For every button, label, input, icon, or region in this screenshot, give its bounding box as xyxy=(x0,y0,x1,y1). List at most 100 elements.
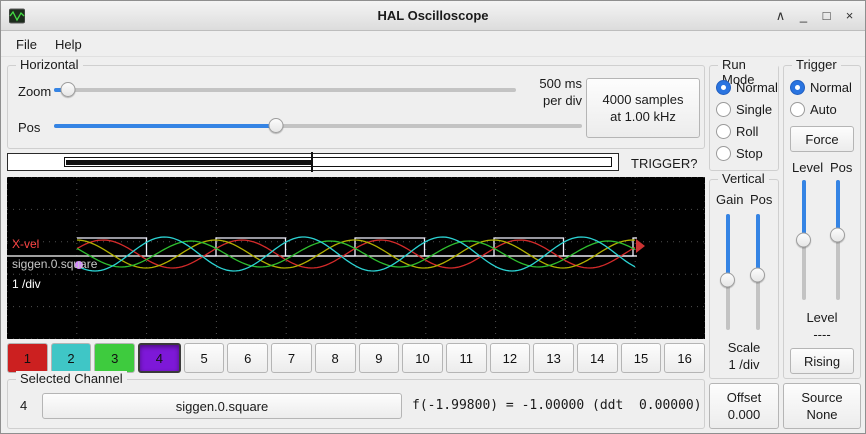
trigger-group-label: Trigger xyxy=(792,57,841,72)
record-position-bar xyxy=(7,152,619,172)
menubar: File Help xyxy=(1,32,865,57)
vertical-gain-slider-handle[interactable] xyxy=(720,272,735,288)
radio-icon xyxy=(716,79,731,95)
selected-channel-group: Selected Channel 4 siggen.0.square f(-1.… xyxy=(7,371,705,429)
channel-button-1[interactable]: 1 xyxy=(7,343,48,373)
vertical-scale-caption: Scale xyxy=(727,340,761,355)
trigger-group: Trigger Normal Auto Force Level Pos Leve… xyxy=(783,57,861,379)
run-mode-single-radio[interactable]: Single xyxy=(716,100,772,118)
channel-button-9[interactable]: 9 xyxy=(358,343,400,373)
edge-button[interactable]: Rising xyxy=(790,348,854,374)
zoom-slider-handle[interactable] xyxy=(60,82,76,97)
trigger-position-tick xyxy=(311,152,313,172)
radio-icon xyxy=(790,79,805,95)
titlebar: HAL Oscilloscope ∧ _ □ × xyxy=(1,1,865,31)
horizontal-pos-slider[interactable] xyxy=(54,118,582,134)
channel-button-6[interactable]: 6 xyxy=(227,343,269,373)
zoom-label: Zoom xyxy=(18,84,52,99)
selected-channel-number: 4 xyxy=(20,398,28,413)
radio-label: Normal xyxy=(736,79,778,95)
window-controls: ∧ _ □ × xyxy=(771,6,859,25)
vertical-pos-slider[interactable] xyxy=(750,214,766,330)
radio-label: Auto xyxy=(810,101,837,117)
menu-help[interactable]: Help xyxy=(54,36,82,52)
vertical-gain-slider-track xyxy=(726,214,730,330)
trigger-pos-label: Pos xyxy=(830,160,853,175)
channel-button-3[interactable]: 3 xyxy=(94,343,136,373)
offset-button[interactable]: Offset 0.000 xyxy=(709,383,779,429)
horizontal-pos-slider-track xyxy=(54,124,582,128)
selected-channel-name-button[interactable]: siggen.0.square xyxy=(42,393,402,419)
horizontal-group: Horizontal Zoom 500 ms per div 4000 samp… xyxy=(7,57,705,149)
scope-channel-name-label: X-vel xyxy=(12,237,40,251)
window-title: HAL Oscilloscope xyxy=(377,8,489,23)
trigger-normal-radio[interactable]: Normal xyxy=(790,78,852,96)
force-button[interactable]: Force xyxy=(790,126,854,152)
maximize-button[interactable]: □ xyxy=(822,8,831,23)
scope-selected-signal-label: siggen.0.square xyxy=(12,257,98,271)
app-icon xyxy=(9,8,25,24)
trigger-source-button[interactable]: Source None xyxy=(783,383,861,429)
minimize-button[interactable]: _ xyxy=(799,8,808,23)
vertical-group: Vertical Gain Pos Scale 1 /div xyxy=(709,171,779,379)
radio-label: Roll xyxy=(736,123,759,139)
zoom-slider[interactable] xyxy=(54,82,516,98)
radio-label: Single xyxy=(736,101,773,117)
samples-button[interactable]: 4000 samples at 1.00 kHz xyxy=(586,78,700,138)
vertical-scale-value: 1 /div xyxy=(728,357,760,372)
selected-channel-value: f(-1.99800) = -1.00000 (ddt 0.00000) xyxy=(412,398,702,413)
trigger-pos-slider-handle[interactable] xyxy=(830,227,845,243)
channel-button-12[interactable]: 12 xyxy=(489,343,531,373)
radio-label: Stop xyxy=(736,145,763,161)
close-button[interactable]: × xyxy=(845,8,854,23)
vertical-gain-slider[interactable] xyxy=(720,214,736,330)
trigger-level-label: Level xyxy=(792,160,824,175)
channel-row: 1 2 3 4 5 6 7 8 9 10 11 12 13 14 15 16 xyxy=(7,343,705,373)
trigger-status-label: TRIGGER? xyxy=(631,156,698,171)
channel-button-14[interactable]: 14 xyxy=(576,343,618,373)
trigger-level-slider-handle[interactable] xyxy=(796,232,811,248)
channel-button-15[interactable]: 15 xyxy=(620,343,662,373)
scope-display[interactable]: X-vel siggen.0.square 1 /div xyxy=(7,177,705,339)
rate-value: 500 ms xyxy=(539,76,582,91)
horizontal-pos-label: Pos xyxy=(18,120,41,135)
channel-button-11[interactable]: 11 xyxy=(445,343,487,373)
menu-file[interactable]: File xyxy=(16,36,37,52)
channel-button-10[interactable]: 10 xyxy=(402,343,443,373)
trigger-level-caption: Level xyxy=(806,310,838,325)
waveform-svg xyxy=(7,177,705,339)
shade-button[interactable]: ∧ xyxy=(775,7,786,23)
run-mode-stop-radio[interactable]: Stop xyxy=(716,144,763,162)
run-mode-roll-radio[interactable]: Roll xyxy=(716,122,758,140)
trigger-level-value: ---- xyxy=(813,327,831,342)
zoom-slider-track xyxy=(54,88,516,92)
vertical-pos-label: Pos xyxy=(750,192,773,207)
samples-rate: at 1.00 kHz xyxy=(610,109,676,124)
radio-icon xyxy=(716,145,731,161)
run-mode-normal-radio[interactable]: Normal xyxy=(716,78,778,96)
channel-button-4[interactable]: 4 xyxy=(138,343,181,373)
trigger-level-slider[interactable] xyxy=(796,180,812,300)
trigger-source-value: None xyxy=(806,407,838,422)
radio-label: Normal xyxy=(810,79,852,95)
channel-button-7[interactable]: 7 xyxy=(271,343,312,373)
trigger-auto-radio[interactable]: Auto xyxy=(790,100,837,118)
vertical-pos-slider-handle[interactable] xyxy=(750,267,765,283)
channel-button-8[interactable]: 8 xyxy=(314,343,356,373)
trigger-pos-slider[interactable] xyxy=(830,180,846,300)
selected-channel-group-label: Selected Channel xyxy=(16,371,127,386)
channel-button-5[interactable]: 5 xyxy=(183,343,225,373)
run-mode-group: Run Mode Normal Single Roll Stop xyxy=(709,57,779,171)
trigger-source-label: Source xyxy=(801,390,843,405)
horizontal-group-label: Horizontal xyxy=(16,57,83,72)
sample-rate-display: 500 ms per div xyxy=(520,75,582,109)
record-window-outline xyxy=(64,157,612,167)
channel-button-16[interactable]: 16 xyxy=(664,343,705,373)
vertical-gain-label: Gain xyxy=(716,192,744,207)
record-filled-segment xyxy=(66,160,312,165)
radio-icon xyxy=(716,123,731,139)
channel-button-13[interactable]: 13 xyxy=(533,343,574,373)
channel-button-2[interactable]: 2 xyxy=(50,343,92,373)
horizontal-pos-slider-handle[interactable] xyxy=(268,118,284,133)
